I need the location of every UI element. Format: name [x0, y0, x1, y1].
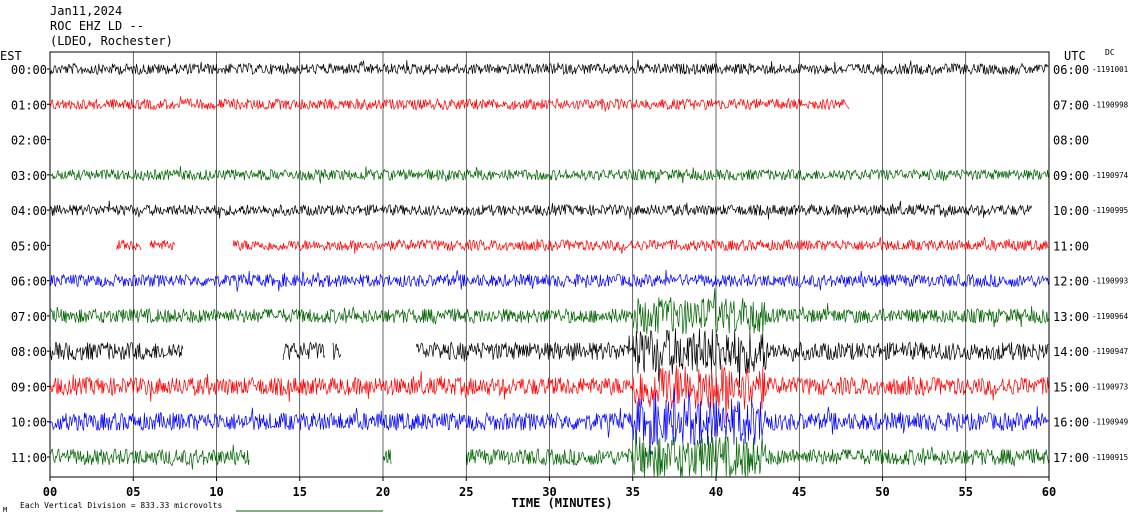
est-hour-label: 05:00 [11, 239, 47, 253]
trace-segment [332, 342, 342, 361]
x-tick-label: 40 [709, 485, 723, 499]
grid-lines [132, 52, 967, 477]
dc-offset-label: -1190915 [1092, 453, 1128, 462]
x-tick-label: 25 [459, 485, 473, 499]
trace-segment [49, 165, 1049, 184]
est-hour-label: 11:00 [11, 451, 47, 465]
trace-segment [49, 59, 1049, 76]
trace-segment [465, 430, 1049, 479]
utc-hour-label: 09:00 [1053, 169, 1089, 183]
dc-offset-label: -1190949 [1092, 418, 1128, 427]
x-tick-label: 30 [542, 485, 556, 499]
utc-hour-label: 10:00 [1053, 204, 1089, 218]
dc-offset-label: -1190995 [1092, 206, 1128, 215]
trace-segment [49, 388, 1049, 462]
x-tick-label: 00 [43, 485, 57, 499]
trace-segment [116, 239, 142, 251]
trace-segment [282, 341, 326, 361]
est-hour-label: 02:00 [11, 134, 47, 148]
est-hour-label: 07:00 [11, 310, 47, 324]
trace-segment [49, 96, 850, 112]
est-hour-label: 03:00 [11, 169, 47, 183]
x-axis-title: TIME (MINUTES) [511, 496, 612, 510]
trace-segment [415, 328, 1049, 388]
trace-segment [49, 342, 184, 361]
utc-hour-label: 15:00 [1053, 380, 1089, 394]
utc-axis-label: UTC [1064, 49, 1086, 63]
dc-offset-label: -1190973 [1092, 382, 1128, 391]
est-hour-label: 01:00 [11, 98, 47, 112]
dc-offset-label: -1190964 [1092, 312, 1129, 321]
dc-offset-label: -1190947 [1092, 347, 1128, 356]
footnote-mark: M [3, 506, 7, 514]
est-axis-label: EST [0, 49, 22, 63]
est-hour-label: 08:00 [11, 345, 47, 359]
est-hour-label: 09:00 [11, 380, 47, 394]
x-tick-labels: 00 05 10 15 20 25 30 35 40 45 50 55 60 [43, 477, 1056, 499]
footnote: Each Vertical Division = 833.33 microvol… [20, 501, 222, 510]
header-date: Jan11,2024 [50, 4, 123, 18]
est-hour-label: 10:00 [11, 416, 47, 430]
dc-offset-label: -1190998 [1092, 100, 1129, 109]
header-station: ROC EHZ LD -- [50, 19, 144, 33]
utc-hour-label: 14:00 [1053, 345, 1089, 359]
est-hour-label: 06:00 [11, 275, 47, 289]
dc-offset-label: -1191001 [1092, 65, 1128, 74]
trace-segment [149, 240, 176, 251]
x-tick-label: 05 [126, 485, 140, 499]
x-tick-label: 50 [875, 485, 889, 499]
utc-hour-label: 08:00 [1053, 134, 1089, 148]
utc-hour-label: 12:00 [1053, 275, 1089, 289]
x-tick-label: 35 [626, 485, 640, 499]
utc-hour-label: 11:00 [1053, 239, 1089, 253]
dc-offset-label: -1190974 [1092, 171, 1129, 180]
utc-hour-label: 13:00 [1053, 310, 1089, 324]
utc-hour-label: 17:00 [1053, 451, 1089, 465]
trace-segment [49, 288, 1049, 335]
trace-segment [49, 364, 1049, 424]
est-hour-label: 04:00 [11, 204, 47, 218]
x-tick-label: 10 [209, 485, 223, 499]
est-hour-label: 00:00 [11, 63, 47, 77]
traces [49, 59, 1049, 479]
dc-label: DC [1105, 48, 1115, 57]
x-tick-label: 15 [293, 485, 307, 499]
dc-offset-label: -1190993 [1092, 277, 1128, 286]
header-network: (LDEO, Rochester) [50, 34, 173, 48]
trace-segment [232, 236, 1049, 254]
utc-hour-label: 06:00 [1053, 63, 1089, 77]
utc-hour-label: 16:00 [1053, 416, 1089, 430]
trace-segment [49, 444, 250, 470]
x-tick-label: 60 [1042, 485, 1056, 499]
trace-segment [382, 449, 392, 465]
x-tick-label: 20 [376, 485, 390, 499]
x-tick-label: 55 [959, 485, 973, 499]
x-tick-label: 45 [792, 485, 806, 499]
trace-segment [49, 200, 1032, 220]
utc-hour-label: 07:00 [1053, 98, 1089, 112]
trace-segment [49, 269, 1049, 292]
